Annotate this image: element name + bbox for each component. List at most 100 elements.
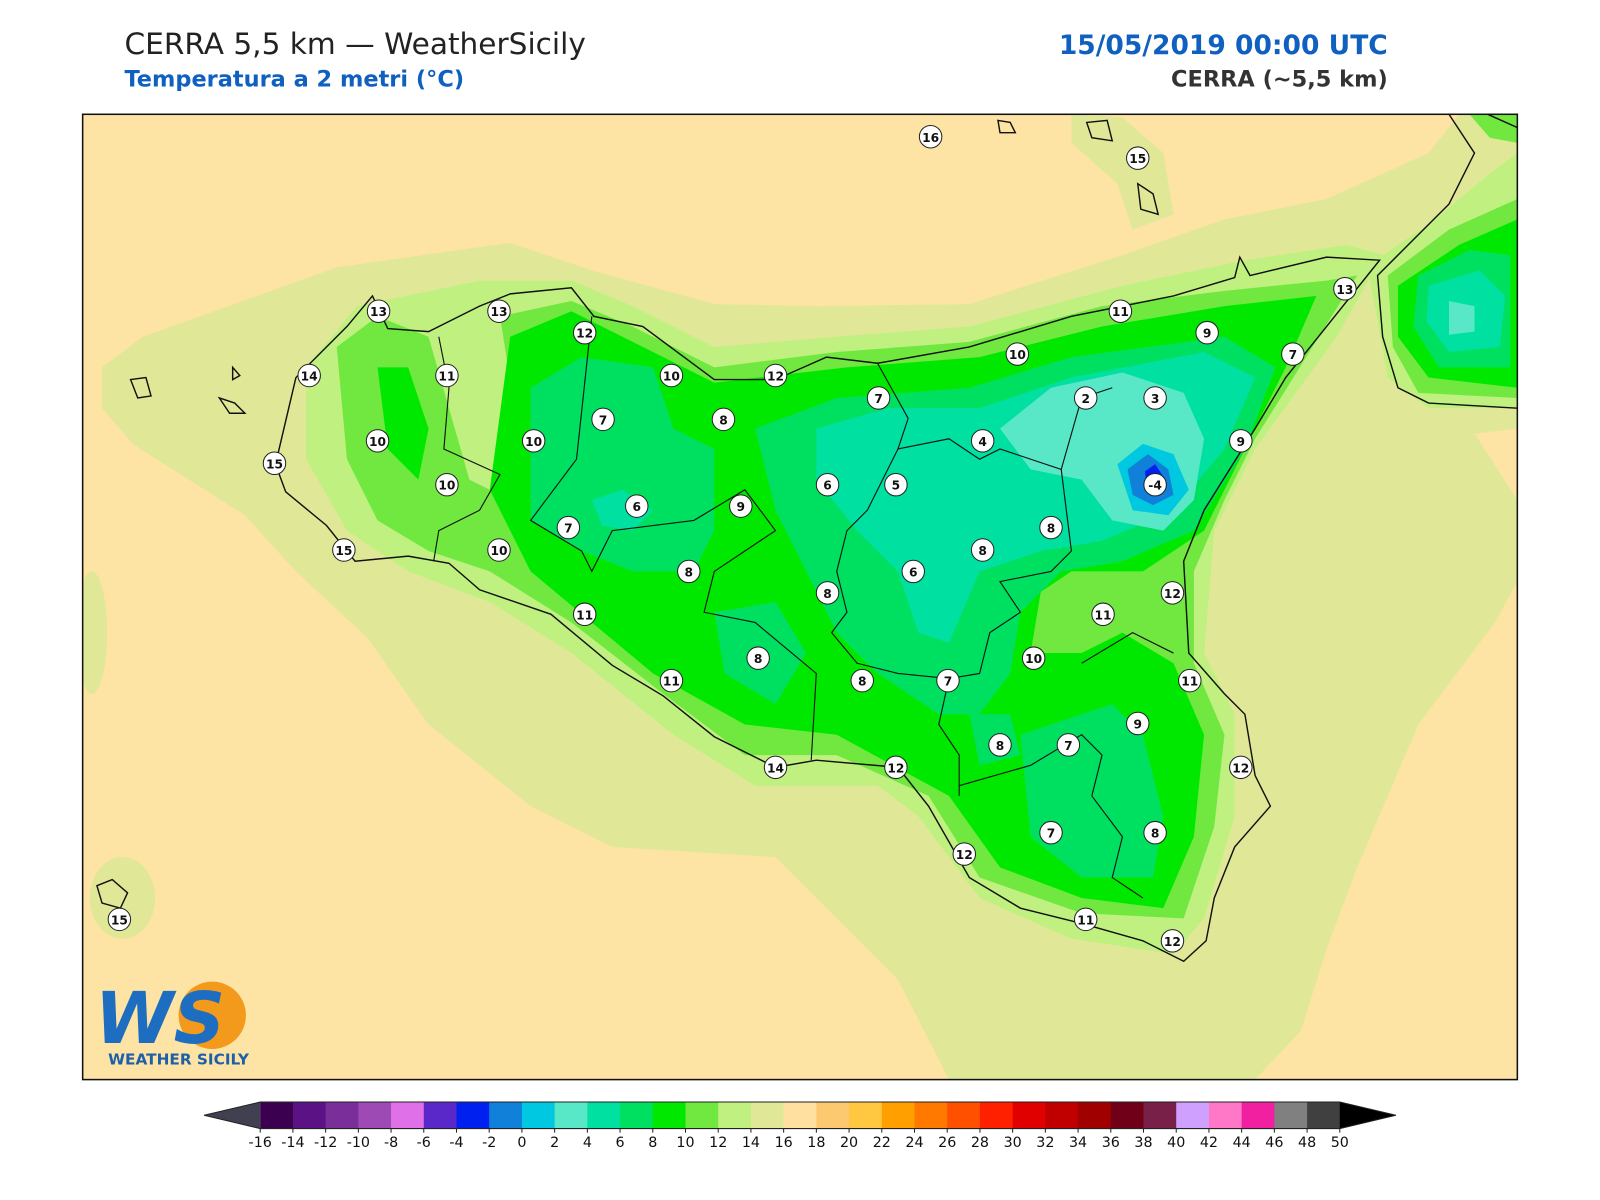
station-value: 9 (1237, 435, 1246, 449)
station-marker (107, 907, 132, 932)
colorbar-tick-label: 46 (1265, 1135, 1283, 1151)
colorbar-tick-label: 28 (971, 1135, 989, 1151)
colorbar-tick-label: 6 (616, 1135, 625, 1151)
colorbar-tick-label: -12 (314, 1135, 337, 1151)
station-marker (1108, 299, 1133, 323)
colorbar-segment (914, 1102, 948, 1129)
station-value: 3 (1151, 392, 1160, 406)
station-marker (1143, 472, 1167, 497)
colorbar-tick-label: 18 (807, 1135, 825, 1151)
colorbar-segment (1274, 1102, 1308, 1129)
station-marker (1143, 820, 1167, 845)
station-value: 12 (1232, 761, 1249, 775)
datetime: 15/05/2019 00:00 UTC (1059, 30, 1388, 61)
logo-name: WEATHER SICILY (108, 1050, 250, 1068)
colorbar-tick-label: 10 (676, 1135, 694, 1151)
station-marker (365, 429, 390, 453)
station-value: 15 (111, 913, 128, 927)
station-marker (918, 125, 943, 149)
station-marker (487, 299, 511, 323)
colorbar-segment (521, 1102, 556, 1129)
station-value: 11 (576, 608, 593, 622)
colorbar-segment (783, 1102, 817, 1129)
colorbar-segment (849, 1102, 883, 1129)
station-value: 7 (564, 522, 573, 536)
station-value: 8 (858, 675, 867, 689)
station-marker (659, 363, 684, 388)
colorbar-tick-label: 40 (1167, 1135, 1185, 1151)
colorbar-segment (587, 1102, 621, 1129)
colorbar-tick-label: 32 (1036, 1135, 1054, 1151)
station-marker (970, 429, 995, 453)
colorbar-segment (1176, 1102, 1210, 1129)
station-marker (1073, 386, 1098, 410)
stations: 16 15 13 13 12 11 13 9 14 11 10 12 10 7 7 2 3 7 8 10 10 4 9 15 1… (107, 125, 1357, 953)
station-marker (1229, 429, 1253, 453)
station-marker (1126, 711, 1150, 736)
station-marker (763, 755, 788, 780)
colorbar-tick-label: 8 (648, 1135, 657, 1151)
station-value: 11 (1077, 913, 1094, 927)
station-marker (1229, 755, 1253, 780)
logo-mark: WS (95, 977, 225, 1060)
station-marker (1091, 602, 1115, 627)
subtitle: Temperatura a 2 metri (°C) (124, 67, 464, 93)
station-value: 8 (978, 544, 987, 558)
colorbar-tick-label: 12 (709, 1135, 727, 1151)
map (82, 114, 1518, 1080)
station-marker (572, 602, 597, 627)
field-2 (1448, 301, 1475, 335)
station-marker (815, 581, 840, 605)
colorbar-segment (554, 1102, 588, 1129)
station-value: 8 (1047, 522, 1056, 536)
station-marker (815, 472, 840, 497)
station-value: 14 (767, 761, 784, 775)
station-value: 10 (1009, 348, 1026, 362)
field-14 (89, 857, 156, 939)
station-marker (884, 755, 908, 780)
station-marker (262, 451, 287, 475)
colorbar-tick-label: 26 (938, 1135, 956, 1151)
colorbar-segment (325, 1102, 359, 1129)
station-marker (746, 646, 770, 670)
colorbar-under (204, 1102, 261, 1129)
station-value: 11 (1181, 675, 1198, 689)
colorbar-tick-label: -4 (449, 1135, 463, 1151)
station-value: 7 (944, 675, 953, 689)
colorbar-segment (1078, 1102, 1112, 1129)
colorbar-tick-label: 38 (1134, 1135, 1152, 1151)
station-value: 10 (369, 435, 386, 449)
station-marker (1178, 668, 1202, 693)
logo: WS WEATHER SICILY (95, 977, 250, 1068)
colorbar-tick-label: 34 (1069, 1135, 1087, 1151)
station-value: 12 (887, 761, 904, 775)
station-value: 6 (823, 479, 832, 493)
station-marker (521, 429, 546, 453)
colorbar-segment (1012, 1102, 1046, 1129)
station-value: 7 (599, 413, 608, 427)
station-marker (1281, 342, 1305, 366)
colorbar-segment (489, 1102, 523, 1129)
station-value: 8 (1151, 827, 1160, 841)
colorbar-segment (1045, 1102, 1079, 1129)
station-value: 8 (719, 413, 728, 427)
station-marker (711, 407, 736, 432)
station-marker (901, 559, 925, 584)
coastlines (96, 114, 1518, 963)
station-value: 13 (1336, 283, 1353, 297)
colorbar-segment (260, 1102, 294, 1129)
station-value: -4 (1148, 479, 1162, 493)
colorbar-tick-label: -10 (347, 1135, 370, 1151)
station-marker (1160, 929, 1185, 953)
station-value: 8 (823, 587, 832, 601)
station-value: 12 (767, 370, 784, 384)
station-value: 8 (996, 739, 1005, 753)
station-value: 15 (1129, 152, 1146, 166)
station-marker (297, 363, 321, 388)
station-marker (435, 363, 459, 388)
colorbar-segment (1110, 1102, 1145, 1129)
station-value: 5 (892, 479, 901, 493)
station-marker (1039, 820, 1063, 845)
station-value: 12 (956, 848, 973, 862)
